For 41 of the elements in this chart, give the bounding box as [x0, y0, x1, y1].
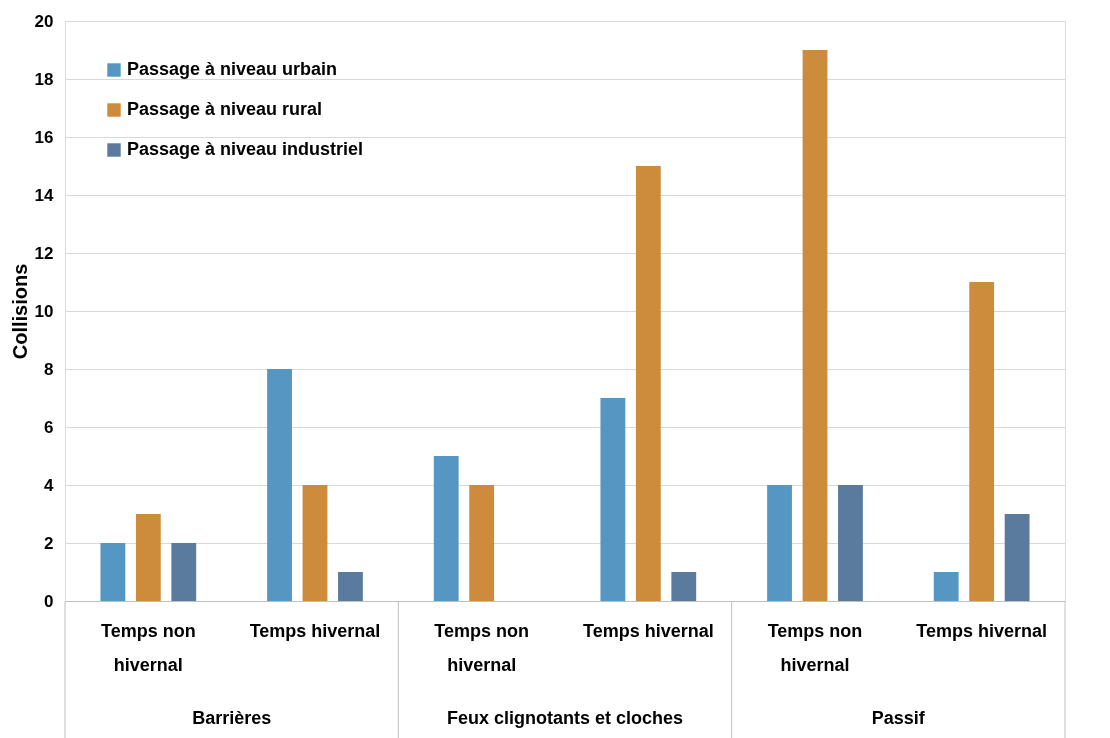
text: Feux clignotants et cloches — [446, 708, 684, 728]
y-tick-label: 4 — [44, 475, 55, 495]
y-tick-label: 14 — [34, 185, 55, 205]
y-tick-label: 0 — [44, 591, 54, 611]
x-tick-label: Temps hivernal — [916, 621, 1048, 641]
bar — [1004, 514, 1030, 601]
legend-label: Passage à niveau industriel — [127, 139, 364, 159]
bar — [969, 282, 995, 601]
bar — [635, 166, 661, 601]
bar — [100, 543, 126, 601]
bar — [135, 514, 161, 601]
bar — [302, 485, 328, 601]
bar — [433, 456, 459, 601]
bar — [469, 485, 495, 601]
y-tick-label: 8 — [44, 359, 54, 379]
y-tick-label: 2 — [44, 533, 54, 553]
text: Barrières — [192, 708, 272, 728]
x-tick-label: Temps hivernal — [249, 621, 381, 641]
legend-label: Passage à niveau urbain — [127, 59, 338, 79]
y-tick-label: 20 — [34, 11, 54, 31]
y-tick-label: 6 — [44, 417, 54, 437]
bar — [600, 398, 626, 601]
x-tick-label: Temps hivernal — [582, 621, 714, 641]
y-tick-label: 10 — [34, 301, 54, 321]
x-tick-label: Temps non hivernal — [101, 621, 196, 675]
legend-label: Passage à niveau rural — [127, 99, 323, 119]
bar — [338, 572, 363, 601]
x-tick-label: Temps non hivernal — [767, 621, 863, 675]
text: Passif — [871, 708, 926, 728]
bar — [933, 572, 959, 601]
bar — [802, 50, 828, 601]
bar — [671, 572, 697, 601]
y-tick-label: 16 — [34, 127, 54, 147]
y-axis-title: Collisions — [8, 263, 31, 360]
bar — [767, 485, 792, 601]
bar — [838, 485, 863, 601]
y-tick-label: 18 — [34, 69, 54, 89]
y-tick-label: 12 — [34, 243, 54, 263]
x-tick-label: Temps non hivernal — [434, 621, 529, 675]
bar — [171, 543, 197, 601]
bar — [267, 369, 292, 601]
